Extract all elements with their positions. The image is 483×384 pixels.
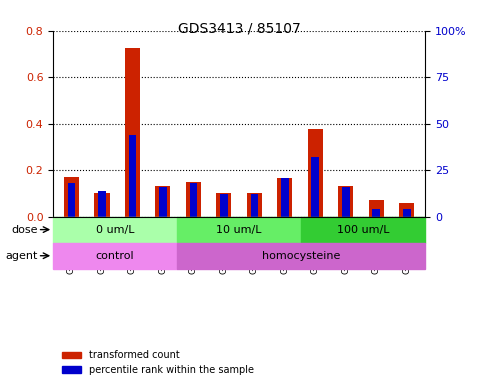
Bar [220,194,227,217]
Bar [177,217,301,243]
Bar [247,193,262,217]
Bar [155,186,170,217]
Bar [369,200,384,217]
Text: agent: agent [5,251,38,261]
Bar [403,209,411,217]
Text: control: control [96,251,134,261]
Bar [277,178,292,217]
Bar [301,217,425,243]
Bar [177,243,425,269]
Bar [159,187,167,217]
Text: 0 um/L: 0 um/L [96,225,134,235]
Bar [53,243,177,269]
Bar [251,194,258,217]
Bar [128,135,136,217]
Bar [125,48,140,217]
Bar [399,203,414,217]
Bar [216,193,231,217]
Bar [338,186,354,217]
Bar [189,183,197,217]
Bar [186,182,201,217]
Bar [94,193,110,217]
Bar [312,157,319,217]
Text: 10 um/L: 10 um/L [216,225,262,235]
Bar [64,177,79,217]
Text: homocysteine: homocysteine [262,251,340,261]
Bar [98,190,106,217]
Text: 100 um/L: 100 um/L [337,225,389,235]
Bar [372,209,380,217]
Bar [308,129,323,217]
Bar [53,217,177,243]
Bar [68,183,75,217]
Text: dose: dose [11,225,38,235]
Text: GDS3413 / 85107: GDS3413 / 85107 [178,21,300,35]
Bar [342,187,350,217]
Legend: transformed count, percentile rank within the sample: transformed count, percentile rank withi… [58,346,258,379]
Bar [281,177,289,217]
